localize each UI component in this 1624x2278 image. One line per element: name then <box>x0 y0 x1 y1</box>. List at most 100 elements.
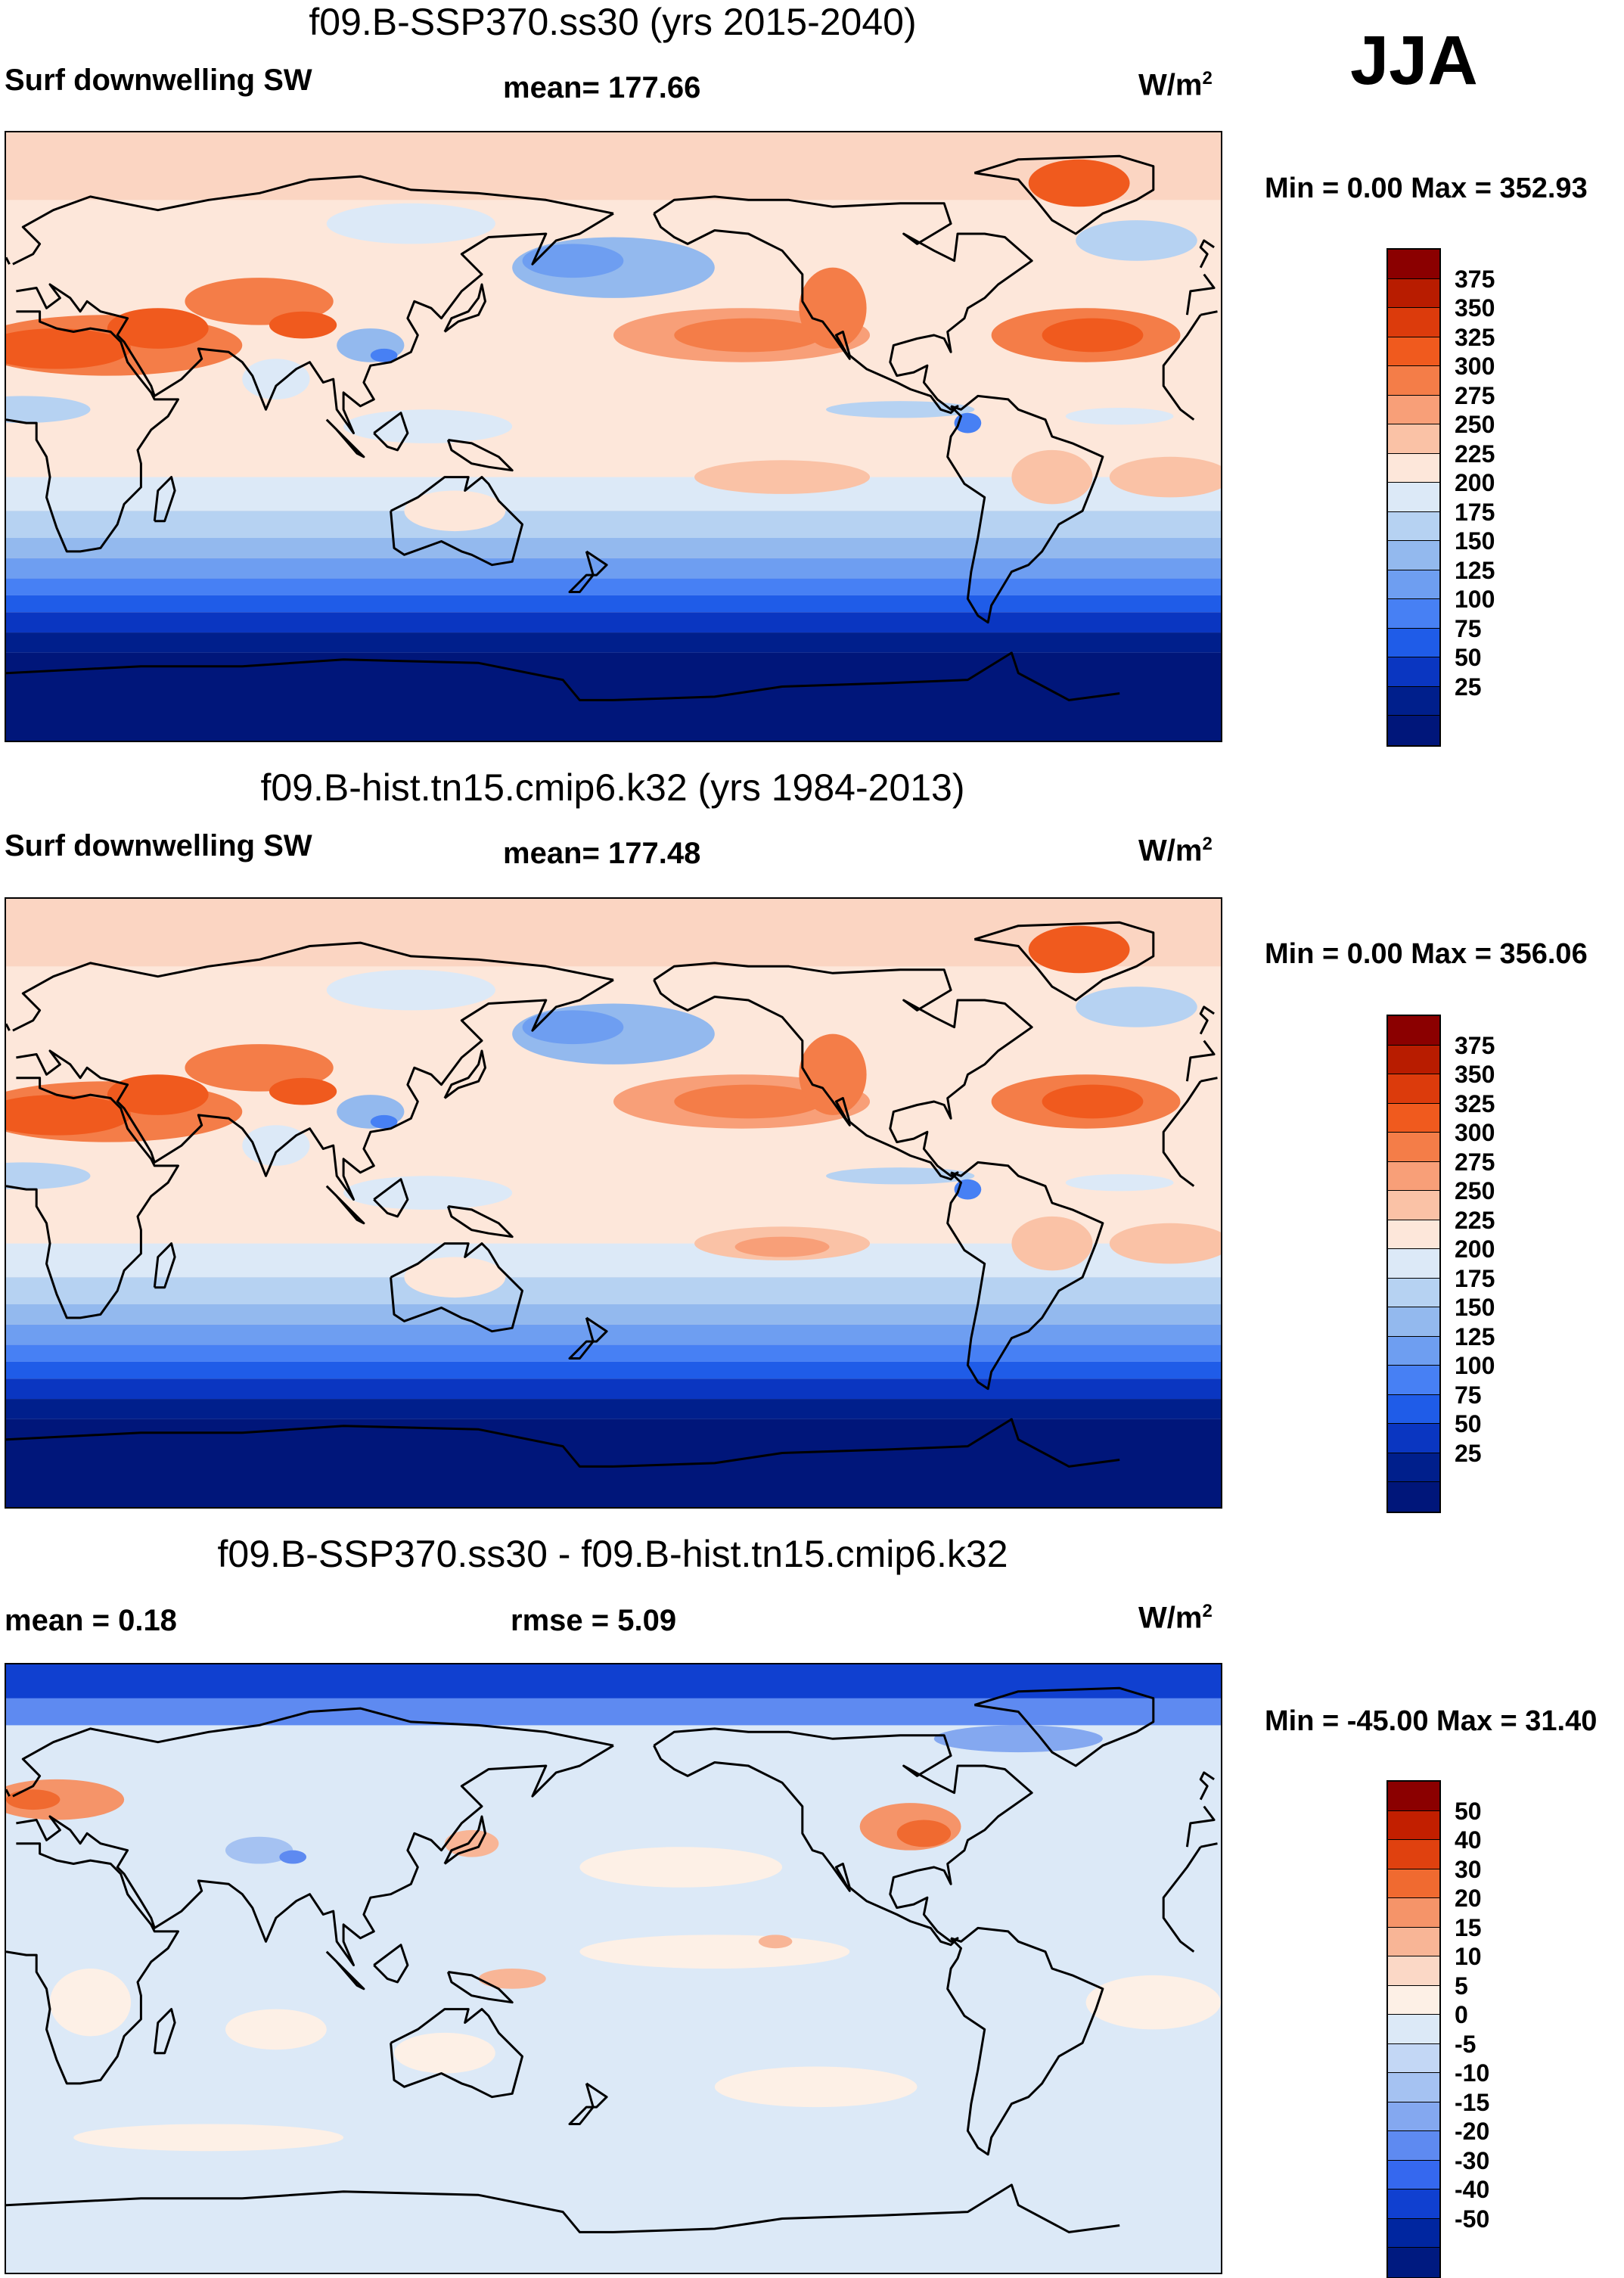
coast-eurasia <box>12 1707 614 1798</box>
coast-africa <box>1162 1846 1202 1953</box>
south-pacific-core <box>734 1236 830 1257</box>
coast-eurasia <box>12 175 614 266</box>
latitude-band <box>6 511 1221 538</box>
tibet-core <box>269 311 337 339</box>
colorbar-swatch <box>1388 366 1439 396</box>
arctic-ocean-decrease <box>933 1725 1103 1753</box>
panel-2-map <box>5 897 1222 1509</box>
colorbar-swatch <box>1388 424 1439 454</box>
sahara-core <box>6 1095 132 1136</box>
north-atlantic-core <box>1042 1084 1144 1119</box>
middle-east-core <box>107 308 209 349</box>
japan-increase <box>444 1829 499 1857</box>
panel-2-variable-label: Surf downwelling SW <box>5 829 312 862</box>
colorbar-tick-label: 125 <box>1455 1322 1495 1350</box>
north-pacific-stratus-core <box>522 244 624 278</box>
colorbar-tick-label: 20 <box>1455 1885 1482 1912</box>
colorbar-tick-label: 50 <box>1455 1797 1482 1825</box>
latitude-band <box>6 632 1221 653</box>
colorbar-tick-label: 75 <box>1455 1381 1482 1409</box>
north-pacific-core <box>674 1084 823 1119</box>
southern-ocean-warm <box>73 2124 344 2152</box>
north-atlantic-core <box>1042 318 1144 353</box>
map-canvas <box>6 132 1221 741</box>
siberia-cloud <box>326 969 495 1011</box>
colorbar-swatch <box>1388 1336 1439 1366</box>
colorbar-swatch <box>1388 1045 1439 1074</box>
colorbar-tick-label: 50 <box>1455 644 1482 671</box>
colorbar-swatch <box>1388 1307 1439 1337</box>
colorbar-swatch <box>1388 2218 1439 2248</box>
colorbar-tick-label: 75 <box>1455 614 1482 642</box>
coast-borneo <box>373 412 409 452</box>
coast-eurasia <box>1185 1040 1216 1082</box>
colorbar-swatch <box>1388 1074 1439 1104</box>
colorbar-swatch <box>1388 1278 1439 1307</box>
colorbar-swatch <box>1388 2043 1439 2073</box>
coast-south-america <box>946 1926 1104 2156</box>
colorbar-tick-label: 325 <box>1455 1089 1495 1117</box>
coast-australia <box>390 2008 523 2099</box>
tibet-core <box>269 1077 337 1105</box>
colorbar-tick-label: 150 <box>1455 527 1495 555</box>
latitude-band <box>6 612 1221 633</box>
coast-japan <box>443 1815 486 1865</box>
coast-east-asia <box>16 1744 614 1966</box>
coast-north-america <box>653 195 1033 415</box>
field-blobs <box>6 1725 1221 2152</box>
colorbar-tick-label: 350 <box>1455 1061 1495 1088</box>
australia-warm <box>404 1257 506 1298</box>
coast-uk <box>6 1789 11 1797</box>
colorbar-swatch <box>1388 250 1439 279</box>
north-pacific-core <box>674 318 823 353</box>
north-pacific-warm <box>579 1847 783 1888</box>
colorbar-tick-label: 250 <box>1455 411 1495 438</box>
map-canvas <box>6 1664 1221 2273</box>
colorbar-tick-label: 375 <box>1455 265 1495 293</box>
colorbar-swatch <box>1388 511 1439 541</box>
coast-north-america <box>653 962 1033 1181</box>
greenland-max <box>1028 925 1130 974</box>
coastlines <box>6 1686 1218 2233</box>
coast-borneo <box>373 1178 409 1218</box>
colorbar-tick-label: -15 <box>1455 2088 1490 2116</box>
latitude-band <box>6 1378 1221 1400</box>
coast-new-zealand <box>568 550 608 593</box>
south-atlantic-warm <box>1109 456 1221 498</box>
colorbar-boxes <box>1386 1015 1441 1513</box>
colorbar-tick-label: 15 <box>1455 1913 1482 1941</box>
panel-3-title: f09.B-SSP370.ss30 - f09.B-hist.tn15.cmip… <box>217 1533 1008 1575</box>
middle-east-core <box>107 1074 209 1115</box>
coast-greenland <box>973 154 1155 235</box>
colorbar-swatch <box>1388 1898 1439 1928</box>
coast-new-guinea <box>446 1971 514 2004</box>
colorbar-swatch <box>1388 541 1439 570</box>
colorbar-swatch <box>1388 1161 1439 1191</box>
colorbar-swatch <box>1388 1482 1439 1512</box>
latitude-band <box>6 558 1221 579</box>
colorbar-swatch <box>1388 2015 1439 2044</box>
coast-uk <box>6 256 11 265</box>
latitude-band <box>6 652 1221 741</box>
colorbar-tick-label: 25 <box>1455 673 1482 701</box>
latitude-band <box>6 1399 1221 1419</box>
panel-2-minmax: Min = 0.00 Max = 356.06 <box>1265 938 1588 970</box>
coastlines <box>6 154 1218 701</box>
coast-uk <box>1199 1005 1215 1035</box>
coast-antarctica <box>6 1425 613 1468</box>
colorbar-tick-label: 225 <box>1455 440 1495 468</box>
colorbar-swatch <box>1388 1840 1439 1869</box>
monsoon-india <box>242 359 310 399</box>
colorbar-swatch <box>1388 1453 1439 1482</box>
coast-antarctica-west <box>613 2183 1120 2233</box>
coast-sumatra <box>325 418 365 458</box>
colorbar-tick-label: 175 <box>1455 498 1495 526</box>
coast-japan <box>443 1049 486 1099</box>
colorbar-tick-label: 325 <box>1455 323 1495 351</box>
colorbar-tick-label: 5 <box>1455 1972 1468 2000</box>
latitude-band <box>6 1361 1221 1379</box>
monsoon-india <box>242 1125 310 1166</box>
maritime-continent-cloud <box>343 409 513 443</box>
colorbar-tick-label: 275 <box>1455 381 1495 409</box>
